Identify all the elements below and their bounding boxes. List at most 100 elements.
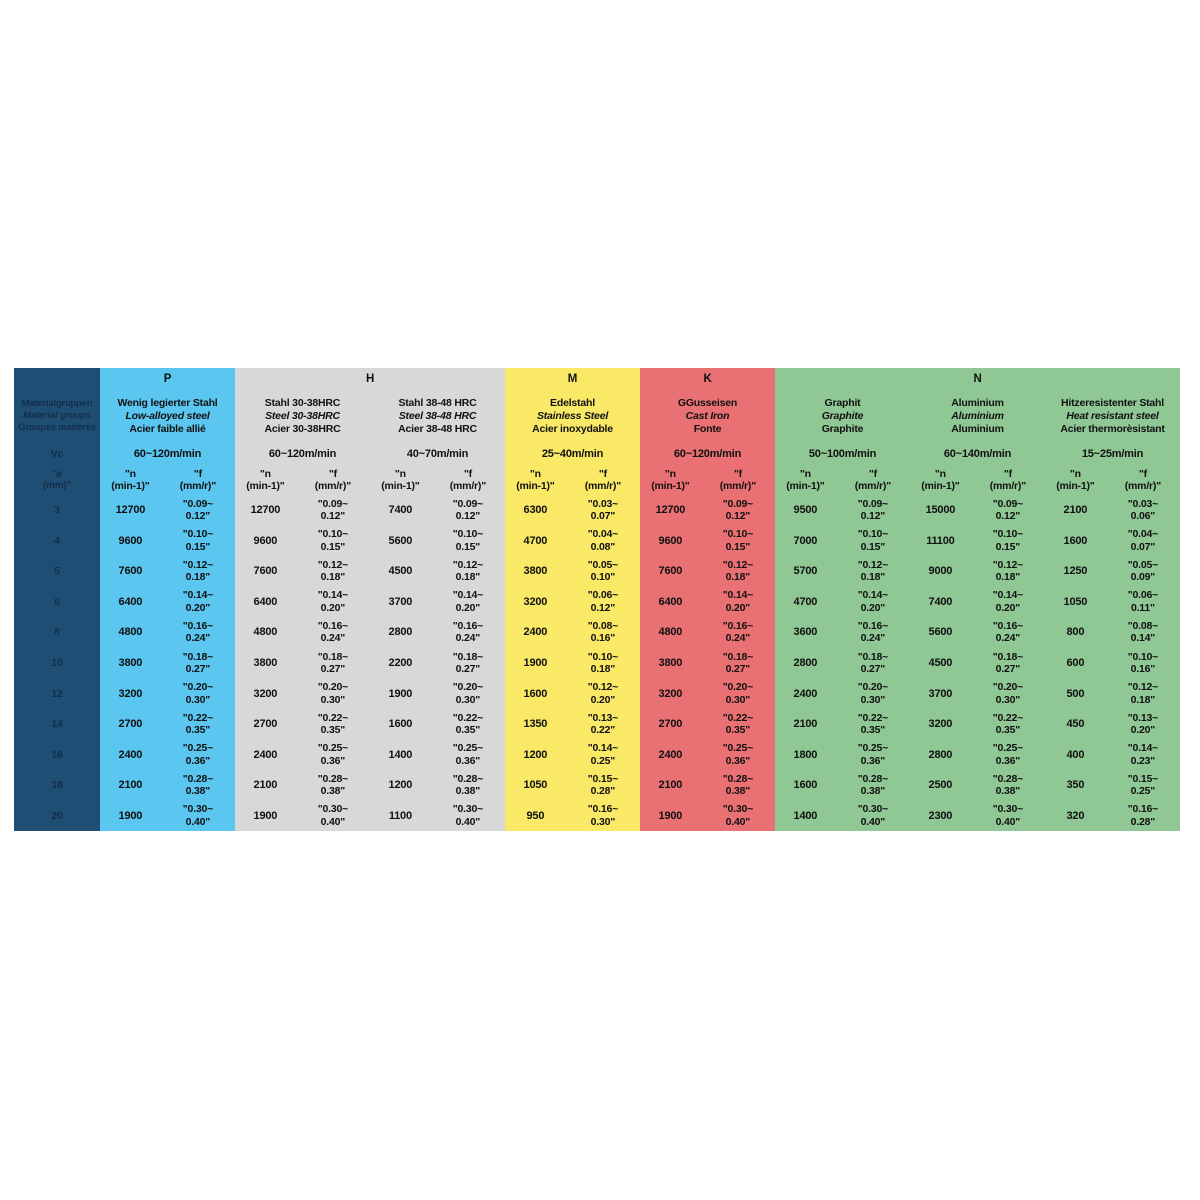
- spindle-speed-value: 5600: [388, 534, 413, 547]
- feed-rate-value: "0.12~ 0.18": [452, 558, 484, 584]
- data-rows: 12700 "0.09~ 0.12" 9600 "0.10~ 0.15" 7600 "0.…: [100, 495, 235, 831]
- feed-rate-value: "0.30~ 0.40": [317, 803, 349, 828]
- spindle-speed-value: 2800: [928, 748, 953, 761]
- feed-rate-value: "0.25~ 0.36": [857, 742, 889, 767]
- spindle-speed-value: 3200: [253, 687, 278, 700]
- table-row: 2100 "0.22~ 0.35": [775, 709, 910, 740]
- spindle-speed-value: 3700: [388, 595, 413, 608]
- table-row: 6300 "0.03~ 0.07": [505, 495, 640, 526]
- spindle-speed-value: 2800: [793, 657, 818, 669]
- table-row: 15000 "0.09~ 0.12": [910, 495, 1045, 526]
- table-row: 12700 "0.09~ 0.12": [640, 495, 775, 526]
- group-p-materials: Wenig legierter Stahl Low-alloyed steel …: [100, 390, 235, 831]
- table-row: 3800 "0.18~ 0.27": [235, 648, 370, 679]
- group-letter-p: P: [163, 373, 172, 385]
- table-row: 3200 "0.06~ 0.12": [505, 587, 640, 618]
- material-name: Aluminium Aluminium Aluminium: [910, 390, 1045, 443]
- group-h-materials: Stahl 30-38HRC Steel 30-38HRC Acier 30-3…: [235, 390, 505, 831]
- feed-rate-value: "0.18~ 0.27": [722, 650, 754, 676]
- spindle-speed-value: 6400: [253, 595, 278, 608]
- feed-rate-value: "0.14~ 0.20": [317, 589, 349, 614]
- spindle-speed-value: 3600: [793, 626, 818, 639]
- spindle-speed-value: 2700: [658, 718, 683, 731]
- spindle-speed-value: 1600: [523, 687, 548, 700]
- table-row: 4800 "0.16~ 0.24": [100, 617, 235, 648]
- diameter-value: 5: [54, 565, 60, 578]
- feed-rate-value: "0.10~ 0.15": [182, 528, 214, 553]
- spindle-speed-value: 1200: [388, 779, 413, 792]
- spindle-speed-value: 950: [526, 809, 545, 822]
- nf-header: "n (min-1)" "f (mm/r)": [775, 465, 910, 495]
- spindle-speed-value: 1600: [388, 718, 413, 731]
- table-row: 350 "0.15~ 0.25": [1045, 770, 1180, 801]
- feed-rate-value: "0.09~ 0.12": [857, 497, 889, 523]
- table-row: 2300 "0.30~ 0.40": [910, 800, 1045, 831]
- feed-rate-value: "0.10~ 0.18": [587, 650, 619, 676]
- diameter-value: 20: [51, 809, 63, 822]
- material-name-en: Stainless Steel: [536, 410, 609, 422]
- table-row: 3600 "0.16~ 0.24": [775, 617, 910, 648]
- material-groups-label-de: Materialgruppen: [21, 398, 93, 409]
- spindle-speed-value: 6300: [523, 504, 548, 517]
- spindle-speed-value: 4500: [388, 565, 413, 578]
- spindle-speed-value: 350: [1066, 779, 1085, 792]
- material-name-en: Aluminium: [951, 410, 1004, 422]
- table-row: 4800 "0.16~ 0.24": [235, 617, 370, 648]
- feed-rate-value: "0.04~ 0.08": [587, 528, 619, 553]
- table-row: 1600 "0.28~ 0.38": [775, 770, 910, 801]
- table-row: 7400 "0.14~ 0.20": [910, 587, 1045, 618]
- material-name-en: Steel 30-38HRC: [265, 410, 340, 422]
- n-column-header: "n (min-1)": [921, 468, 960, 492]
- material-name-fr: Graphite: [821, 423, 864, 435]
- nf-header: "n (min-1)" "f (mm/r)": [370, 465, 505, 495]
- spindle-speed-value: 600: [1066, 657, 1085, 669]
- spindle-speed-value: 9500: [793, 504, 818, 517]
- material-group-h: H Stahl 30-38HRC Steel 30-38HRC Acier 30…: [235, 368, 505, 831]
- spindle-speed-value: 12700: [115, 504, 146, 517]
- material-name-de: Edelstahl: [550, 397, 595, 409]
- feed-rate-value: "0.14~ 0.20": [992, 589, 1024, 614]
- spindle-speed-value: 2400: [253, 748, 278, 761]
- material-name-de: Hitzeresistenter Stahl: [1061, 397, 1164, 409]
- feed-rate-value: "0.28~ 0.38": [182, 772, 214, 798]
- table-row: 1100 "0.30~ 0.40": [370, 800, 505, 831]
- f-column-header: "f (mm/r)": [584, 468, 621, 492]
- corner-spacer: [14, 368, 100, 390]
- feed-rate-value: "0.16~ 0.30": [587, 803, 619, 828]
- spindle-speed-value: 6400: [658, 595, 683, 608]
- material-column-cast-iron: GGusseisen Cast Iron Fonte 60~120m/min "…: [640, 390, 775, 831]
- feed-rate-value: "0.09~ 0.12": [452, 497, 484, 523]
- material-groups-label-fr: Groupes matières: [18, 422, 96, 433]
- table-row: 4500 "0.12~ 0.18": [370, 556, 505, 587]
- feed-rate-value: "0.14~ 0.23": [1127, 742, 1159, 767]
- table-row: 2100 "0.28~ 0.38": [640, 770, 775, 801]
- table-row: 7600 "0.12~ 0.18": [640, 556, 775, 587]
- material-name-fr: Aluminium: [951, 423, 1004, 435]
- material-name-de: Wenig legierter Stahl: [117, 397, 218, 409]
- spindle-speed-value: 500: [1066, 687, 1085, 700]
- spindle-speed-value: 7600: [253, 565, 278, 578]
- feed-rate-value: "0.25~ 0.36": [992, 742, 1024, 767]
- feed-rate-value: "0.14~ 0.20": [857, 589, 889, 614]
- cutting-speed: 50~100m/min: [808, 448, 877, 460]
- cutting-speed: 15~25m/min: [1081, 448, 1144, 460]
- feed-rate-value: "0.25~ 0.36": [452, 742, 484, 767]
- feed-rate-value: "0.04~ 0.07": [1127, 528, 1159, 553]
- table-row: 5700 "0.12~ 0.18": [775, 556, 910, 587]
- table-row: 5600 "0.16~ 0.24": [910, 617, 1045, 648]
- spindle-speed-value: 9600: [118, 534, 143, 547]
- material-name: Wenig legierter Stahl Low-alloyed steel …: [100, 390, 235, 443]
- feed-rate-value: "0.09~ 0.12": [992, 497, 1024, 523]
- table-row: 4700 "0.04~ 0.08": [505, 526, 640, 557]
- feed-rate-value: "0.12~ 0.18": [317, 558, 349, 584]
- table-row: 2400 "0.25~ 0.36": [640, 739, 775, 770]
- f-column-header: "f (mm/r)": [314, 468, 351, 492]
- table-row: 2100 "0.03~ 0.06": [1045, 495, 1180, 526]
- feed-rate-value: "0.25~ 0.36": [722, 742, 754, 767]
- material-name: Edelstahl Stainless Steel Acier inoxydab…: [505, 390, 640, 443]
- material-name-fr: Acier thermorèsistant: [1060, 423, 1165, 435]
- feed-rate-value: "0.12~ 0.18": [1127, 681, 1159, 706]
- material-name-en: Heat resistant steel: [1066, 410, 1159, 422]
- nf-header: "n (min-1)" "f (mm/r)": [505, 465, 640, 495]
- table-row: 320 "0.16~ 0.28": [1045, 800, 1180, 831]
